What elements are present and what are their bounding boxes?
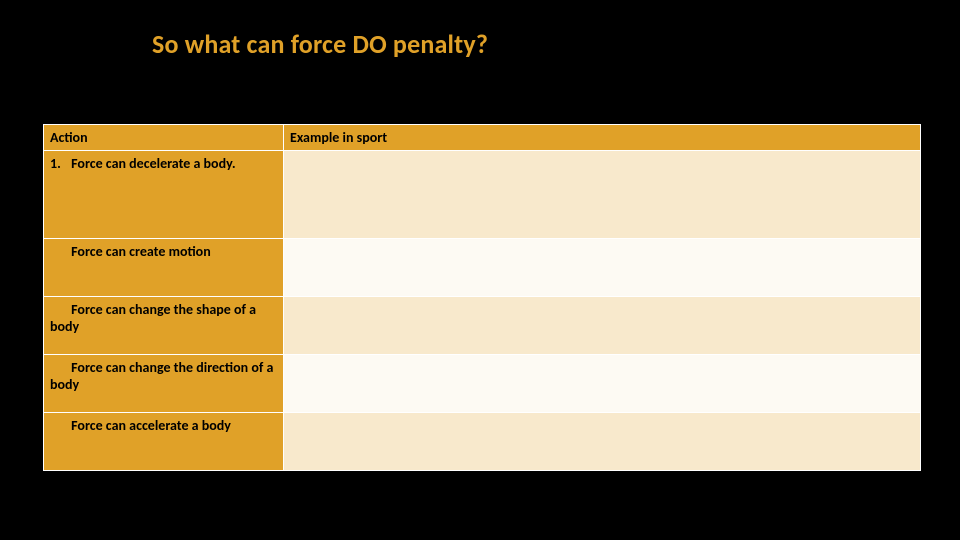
slide-title: So what can force DO penalty? xyxy=(152,28,488,60)
row-action-text: Force can accelerate a body xyxy=(71,417,231,434)
row-action-text: Force can create motion xyxy=(71,243,211,260)
table-row: Force can accelerate a body xyxy=(44,413,921,471)
force-table: Action Example in sport 1. Force can dec… xyxy=(43,124,921,471)
cell-action: Force can create motion xyxy=(44,239,284,297)
cell-example xyxy=(284,413,921,471)
row-action-text: Force can change the direction of a body xyxy=(50,359,273,393)
table-row: Force can change the direction of a body xyxy=(44,355,921,413)
row-number: 1. xyxy=(50,155,68,172)
cell-example xyxy=(284,355,921,413)
cell-action: Force can change the direction of a body xyxy=(44,355,284,413)
cell-action: 1. Force can decelerate a body. xyxy=(44,151,284,239)
cell-example xyxy=(284,239,921,297)
row-action-text: Force can decelerate a body. xyxy=(71,155,235,172)
col-header-example: Example in sport xyxy=(284,125,921,151)
cell-example xyxy=(284,297,921,355)
table-row: Force can create motion xyxy=(44,239,921,297)
row-action-text: Force can change the shape of a body xyxy=(50,301,256,335)
cell-action: Force can change the shape of a body xyxy=(44,297,284,355)
cell-example xyxy=(284,151,921,239)
slide: So what can force DO penalty? Action Exa… xyxy=(0,0,960,540)
table-row: 1. Force can decelerate a body. xyxy=(44,151,921,239)
force-table-container: Action Example in sport 1. Force can dec… xyxy=(43,124,920,471)
col-header-action: Action xyxy=(44,125,284,151)
cell-action: Force can accelerate a body xyxy=(44,413,284,471)
table-row: Force can change the shape of a body xyxy=(44,297,921,355)
table-header: Action Example in sport xyxy=(44,125,921,151)
